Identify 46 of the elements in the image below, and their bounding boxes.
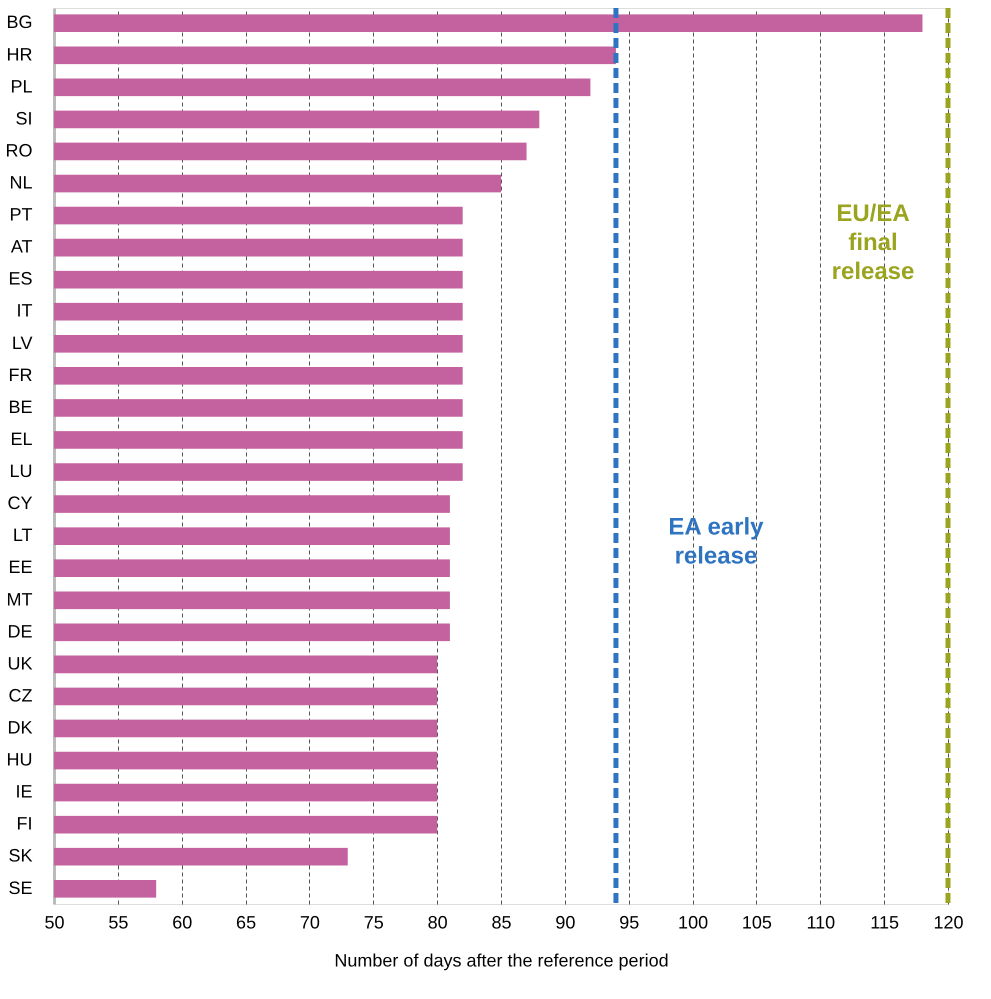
x-tick-label: 120 [933,912,964,932]
y-tick-label: RO [6,140,32,160]
x-tick-label: 90 [555,912,576,932]
y-tick-label: SK [8,846,32,866]
y-tick-label: CY [7,493,32,514]
y-tick-label: PT [9,204,32,225]
x-tick-label: 105 [742,912,772,932]
y-tick-label: EE [8,557,32,578]
y-tick-label: FR [8,364,32,385]
x-tick-label: 80 [428,912,448,932]
x-tick-label: 110 [806,912,836,932]
y-tick-label: NL [9,172,32,193]
x-tick-label: 65 [236,912,256,932]
y-tick-label: MT [6,589,32,610]
y-tick-label: SI [15,108,32,128]
y-tick-label: SE [8,878,32,898]
x-tick-label: 55 [108,912,128,932]
y-tick-label: LT [12,525,33,546]
y-tick-label: FI [16,814,32,834]
y-tick-label: HR [6,44,32,64]
x-axis-title: Number of days after the reference period [334,950,669,970]
x-tick-label: 75 [364,912,384,932]
ref-line-label: EA early release [668,514,764,570]
y-tick-label: LV [12,332,32,353]
x-tick-label: 70 [300,912,320,932]
y-tick-label: AT [10,236,32,257]
x-tick-label: 100 [678,912,708,932]
y-tick-label: IE [15,782,32,802]
y-tick-label: LU [9,461,32,482]
y-tick-label: ES [8,268,32,289]
y-tick-label: DE [7,621,32,642]
x-tick-label: 60 [172,912,192,932]
x-tick-label: 115 [870,912,899,932]
ref-line-label: EU/EA final release [832,200,914,286]
y-tick-label: BE [8,396,32,417]
y-tick-label: UK [7,653,32,674]
x-tick-label: 85 [491,912,512,932]
y-tick-label: BG [6,12,32,32]
y-tick-label: CZ [8,685,32,706]
y-tick-label: EL [10,428,32,449]
y-tick-label: HU [6,750,32,770]
x-tick-label: 95 [619,912,640,932]
x-tick-label: 50 [44,912,65,932]
y-tick-label: DK [7,717,32,738]
y-tick-label: IT [16,300,32,321]
y-tick-label: PL [10,76,32,96]
